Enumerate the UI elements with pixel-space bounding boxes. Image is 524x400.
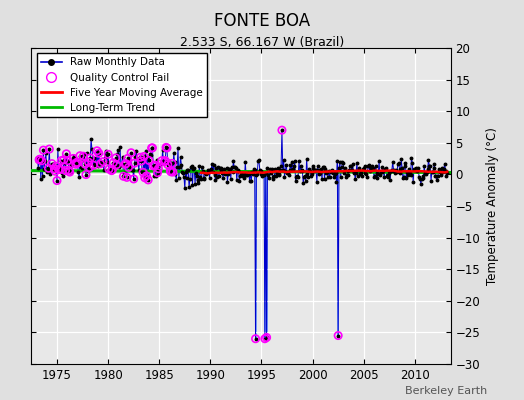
Point: [72, 161, 80, 168]
Point: [127, 150, 135, 156]
Text: Berkeley Earth: Berkeley Earth: [405, 386, 487, 396]
Point: [35, 156, 43, 163]
Point: [104, 151, 112, 158]
Point: [260, 336, 269, 342]
Point: [334, 332, 342, 339]
Point: [72, 159, 81, 166]
Point: [129, 176, 138, 182]
Point: [94, 150, 103, 156]
Point: [123, 174, 131, 180]
Point: [61, 167, 70, 174]
Point: [36, 156, 44, 162]
Point: [140, 153, 148, 160]
Point: [169, 169, 177, 175]
Point: [76, 152, 84, 159]
Point: [66, 169, 74, 175]
Point: [160, 158, 169, 165]
Point: [154, 166, 162, 172]
Point: [38, 158, 46, 164]
Point: [139, 169, 147, 176]
Point: [53, 177, 61, 184]
Point: [57, 158, 66, 164]
Point: [161, 157, 169, 164]
Point: [84, 159, 93, 165]
Point: [151, 162, 159, 168]
Point: [108, 167, 116, 173]
Point: [69, 155, 78, 162]
Point: [252, 336, 260, 342]
Point: [99, 158, 107, 165]
Point: [263, 334, 271, 341]
Point: [64, 158, 72, 164]
Point: [145, 157, 153, 164]
Point: [278, 127, 286, 133]
Point: [158, 158, 166, 164]
Point: [140, 174, 149, 181]
Point: [167, 169, 176, 175]
Point: [85, 164, 94, 171]
Point: [148, 145, 157, 151]
Point: [162, 144, 170, 150]
Point: [65, 167, 73, 174]
Point: [136, 154, 145, 160]
Point: [39, 147, 48, 153]
Point: [143, 173, 151, 179]
Point: [81, 161, 89, 167]
Point: [112, 155, 120, 161]
Point: [45, 165, 53, 172]
Legend: Raw Monthly Data, Quality Control Fail, Five Year Moving Average, Long-Term Tren: Raw Monthly Data, Quality Control Fail, …: [37, 53, 207, 117]
Point: [96, 160, 105, 167]
Point: [54, 166, 63, 172]
Point: [60, 156, 68, 163]
Point: [124, 155, 132, 162]
Point: [73, 160, 82, 166]
Y-axis label: Temperature Anomaly (°C): Temperature Anomaly (°C): [486, 127, 499, 285]
Point: [51, 168, 60, 174]
Point: [62, 151, 71, 157]
Point: [82, 171, 90, 178]
Point: [147, 145, 156, 151]
Point: [144, 177, 152, 183]
Point: [121, 161, 129, 167]
Point: [163, 162, 172, 168]
Point: [149, 163, 158, 169]
Text: FONTE BOA: FONTE BOA: [214, 12, 310, 30]
Point: [50, 166, 59, 172]
Point: [48, 160, 56, 167]
Point: [122, 160, 130, 167]
Point: [168, 160, 176, 166]
Point: [79, 153, 88, 160]
Point: [90, 162, 98, 168]
Point: [56, 166, 64, 173]
Point: [105, 166, 113, 172]
Point: [109, 160, 117, 166]
Point: [163, 145, 171, 151]
Point: [166, 168, 174, 174]
Point: [137, 158, 146, 164]
Point: [119, 173, 128, 180]
Point: [45, 146, 53, 152]
Text: 2.533 S, 66.167 W (Brazil): 2.533 S, 66.167 W (Brazil): [180, 36, 344, 49]
Point: [107, 168, 116, 174]
Point: [124, 164, 133, 170]
Point: [52, 163, 60, 170]
Point: [93, 148, 101, 154]
Point: [154, 170, 162, 176]
Point: [113, 162, 121, 168]
Point: [130, 160, 139, 166]
Point: [86, 155, 94, 161]
